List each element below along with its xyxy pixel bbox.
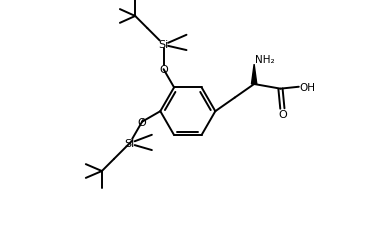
Text: O: O [278,110,287,120]
Text: O: O [159,65,168,75]
Text: OH: OH [299,82,315,92]
Text: NH₂: NH₂ [255,55,275,65]
Text: Si: Si [125,139,135,149]
Text: O: O [138,117,146,127]
Polygon shape [251,65,257,85]
Text: Si: Si [159,40,169,50]
